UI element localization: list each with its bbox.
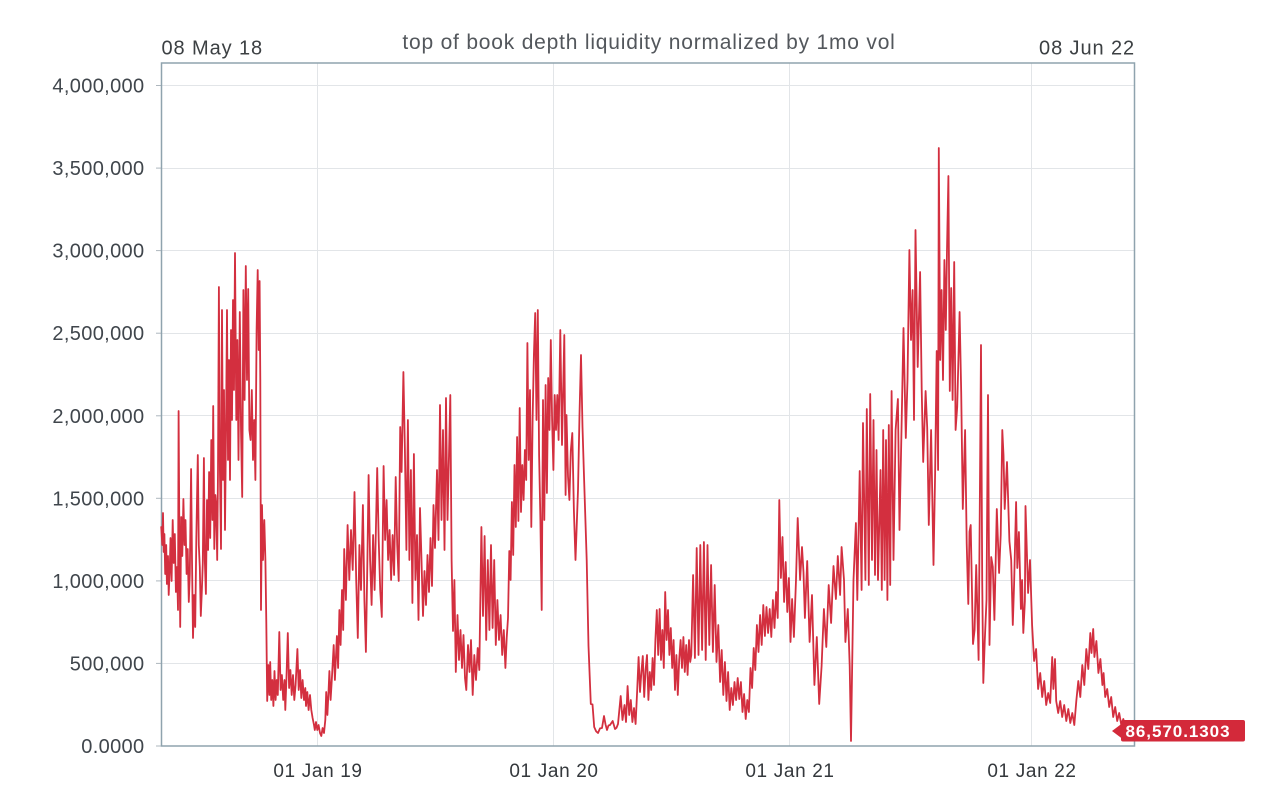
svg-text:1,500,000: 1,500,000 bbox=[52, 488, 144, 510]
svg-text:01 Jan 20: 01 Jan 20 bbox=[509, 761, 598, 782]
svg-text:3,500,000: 3,500,000 bbox=[52, 158, 144, 180]
svg-text:3,000,000: 3,000,000 bbox=[52, 241, 144, 263]
svg-text:01 Jan 22: 01 Jan 22 bbox=[987, 761, 1076, 782]
svg-text:86,570.1303: 86,570.1303 bbox=[1126, 722, 1231, 741]
svg-text:08 Jun 22: 08 Jun 22 bbox=[1039, 37, 1135, 59]
svg-text:top of book depth liquidity no: top of book depth liquidity normalized b… bbox=[402, 31, 895, 54]
svg-text:4,000,000: 4,000,000 bbox=[52, 76, 144, 98]
svg-text:01 Jan 19: 01 Jan 19 bbox=[273, 761, 362, 782]
svg-text:500,000: 500,000 bbox=[70, 653, 145, 675]
svg-text:0.0000: 0.0000 bbox=[81, 736, 144, 758]
svg-text:01 Jan 21: 01 Jan 21 bbox=[745, 761, 834, 782]
svg-text:08 May 18: 08 May 18 bbox=[162, 37, 264, 59]
svg-text:2,000,000: 2,000,000 bbox=[52, 406, 144, 428]
svg-text:1,000,000: 1,000,000 bbox=[52, 571, 144, 593]
svg-text:2,500,000: 2,500,000 bbox=[52, 323, 144, 345]
